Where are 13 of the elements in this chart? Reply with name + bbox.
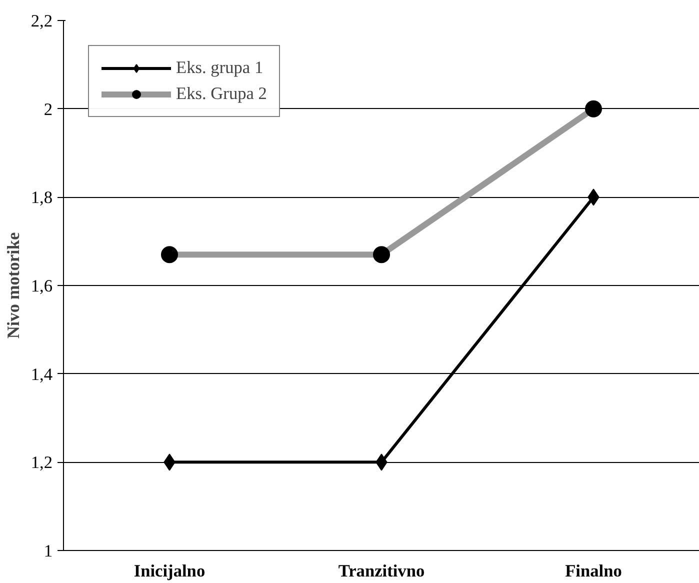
y-tick-label: 1,8 [30,188,53,208]
x-tick-label: Finalno [565,562,622,580]
y-tick-label: 1,4 [30,364,53,384]
x-tick-label: Inicijalno [134,562,206,580]
y-tick-label: 1 [44,542,53,560]
y-tick-label: 2,2 [30,12,53,30]
legend-label: Eks. Grupa 2 [176,84,267,104]
y-tick-label: 1,6 [30,276,53,296]
y-axis-title: Nivo motorike [4,232,23,339]
y-tick-label: 1,2 [30,453,53,472]
legend-label: Eks. grupa 1 [176,58,264,78]
y-tick-label: 2 [44,100,53,119]
x-tick-label: Tranzitivno [338,562,425,580]
